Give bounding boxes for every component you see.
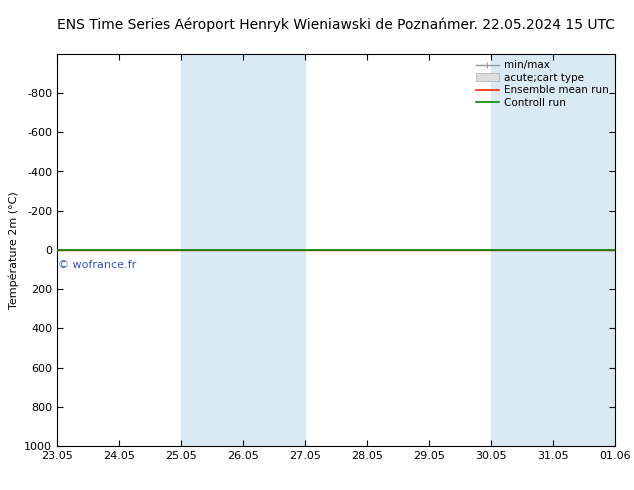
Bar xyxy=(491,54,615,446)
Text: mer. 22.05.2024 15 UTC: mer. 22.05.2024 15 UTC xyxy=(447,18,615,32)
Text: © wofrance.fr: © wofrance.fr xyxy=(58,260,136,270)
Y-axis label: Température 2m (°C): Température 2m (°C) xyxy=(8,191,18,309)
Text: ENS Time Series Aéroport Henryk Wieniawski de Poznań: ENS Time Series Aéroport Henryk Wieniaws… xyxy=(57,17,447,32)
Bar xyxy=(181,54,305,446)
Legend: min/max, acute;cart type, Ensemble mean run, Controll run: min/max, acute;cart type, Ensemble mean … xyxy=(473,57,612,111)
